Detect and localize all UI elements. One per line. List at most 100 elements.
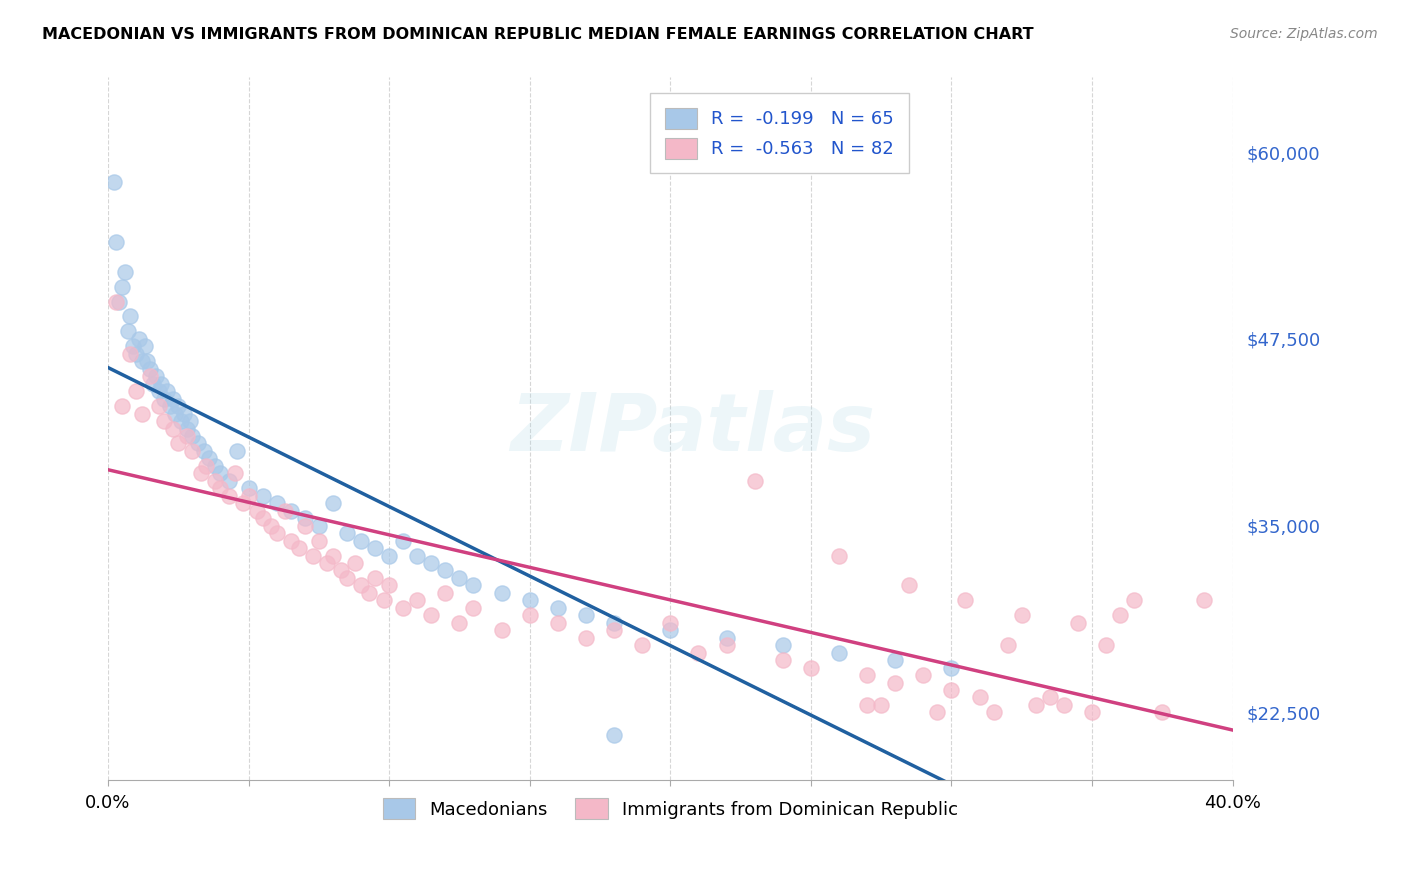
- Point: [1067, 615, 1090, 630]
- Point: [716, 638, 738, 652]
- Point: [1025, 698, 1047, 712]
- Point: [1194, 593, 1216, 607]
- Point: [131, 354, 153, 368]
- Point: [1095, 638, 1118, 652]
- Point: [308, 533, 330, 548]
- Point: [204, 474, 226, 488]
- Point: [190, 467, 212, 481]
- Point: [209, 467, 232, 481]
- Point: [997, 638, 1019, 652]
- Point: [302, 549, 325, 563]
- Point: [193, 444, 215, 458]
- Point: [238, 489, 260, 503]
- Point: [238, 481, 260, 495]
- Point: [136, 354, 159, 368]
- Text: MACEDONIAN VS IMMIGRANTS FROM DOMINICAN REPUBLIC MEDIAN FEMALE EARNINGS CORRELAT: MACEDONIAN VS IMMIGRANTS FROM DOMINICAN …: [42, 27, 1033, 42]
- Point: [125, 347, 148, 361]
- Point: [1039, 690, 1062, 705]
- Point: [392, 600, 415, 615]
- Point: [350, 533, 373, 548]
- Point: [336, 526, 359, 541]
- Point: [406, 593, 429, 607]
- Point: [114, 265, 136, 279]
- Point: [1081, 706, 1104, 720]
- Point: [1053, 698, 1076, 712]
- Point: [198, 451, 221, 466]
- Point: [772, 638, 794, 652]
- Point: [364, 541, 387, 555]
- Point: [280, 504, 302, 518]
- Point: [139, 369, 162, 384]
- Point: [330, 564, 353, 578]
- Point: [631, 638, 654, 652]
- Point: [575, 608, 598, 623]
- Point: [266, 526, 288, 541]
- Point: [603, 728, 626, 742]
- Point: [125, 384, 148, 399]
- Point: [420, 608, 443, 623]
- Point: [603, 624, 626, 638]
- Point: [449, 571, 471, 585]
- Point: [280, 533, 302, 548]
- Point: [828, 646, 851, 660]
- Point: [322, 496, 344, 510]
- Point: [519, 608, 541, 623]
- Point: [927, 706, 949, 720]
- Point: [716, 631, 738, 645]
- Point: [167, 399, 190, 413]
- Point: [772, 653, 794, 667]
- Point: [1123, 593, 1146, 607]
- Point: [170, 414, 193, 428]
- Point: [288, 541, 311, 555]
- Point: [145, 369, 167, 384]
- Point: [420, 556, 443, 570]
- Point: [575, 631, 598, 645]
- Point: [224, 467, 246, 481]
- Point: [148, 399, 170, 413]
- Point: [378, 549, 401, 563]
- Point: [117, 325, 139, 339]
- Point: [547, 615, 569, 630]
- Point: [162, 421, 184, 435]
- Point: [181, 444, 204, 458]
- Point: [688, 646, 710, 660]
- Point: [800, 660, 823, 674]
- Point: [294, 511, 316, 525]
- Point: [162, 392, 184, 406]
- Point: [659, 615, 682, 630]
- Point: [969, 690, 991, 705]
- Point: [983, 706, 1005, 720]
- Point: [111, 279, 134, 293]
- Point: [378, 578, 401, 592]
- Point: [122, 339, 145, 353]
- Text: ZIPatlas: ZIPatlas: [510, 390, 876, 467]
- Point: [941, 660, 963, 674]
- Point: [142, 376, 165, 391]
- Point: [260, 518, 283, 533]
- Point: [884, 675, 907, 690]
- Point: [1152, 706, 1174, 720]
- Point: [167, 436, 190, 450]
- Point: [547, 600, 569, 615]
- Point: [434, 586, 457, 600]
- Point: [176, 421, 198, 435]
- Point: [941, 683, 963, 698]
- Point: [912, 668, 935, 682]
- Point: [364, 571, 387, 585]
- Point: [434, 564, 457, 578]
- Point: [218, 489, 240, 503]
- Point: [179, 414, 201, 428]
- Point: [134, 339, 156, 353]
- Legend: Macedonians, Immigrants from Dominican Republic: Macedonians, Immigrants from Dominican R…: [368, 784, 973, 834]
- Point: [491, 624, 513, 638]
- Point: [870, 698, 893, 712]
- Point: [1011, 608, 1033, 623]
- Point: [195, 458, 218, 473]
- Point: [120, 347, 142, 361]
- Point: [173, 407, 195, 421]
- Point: [139, 361, 162, 376]
- Point: [463, 600, 485, 615]
- Point: [204, 458, 226, 473]
- Point: [308, 518, 330, 533]
- Point: [1109, 608, 1132, 623]
